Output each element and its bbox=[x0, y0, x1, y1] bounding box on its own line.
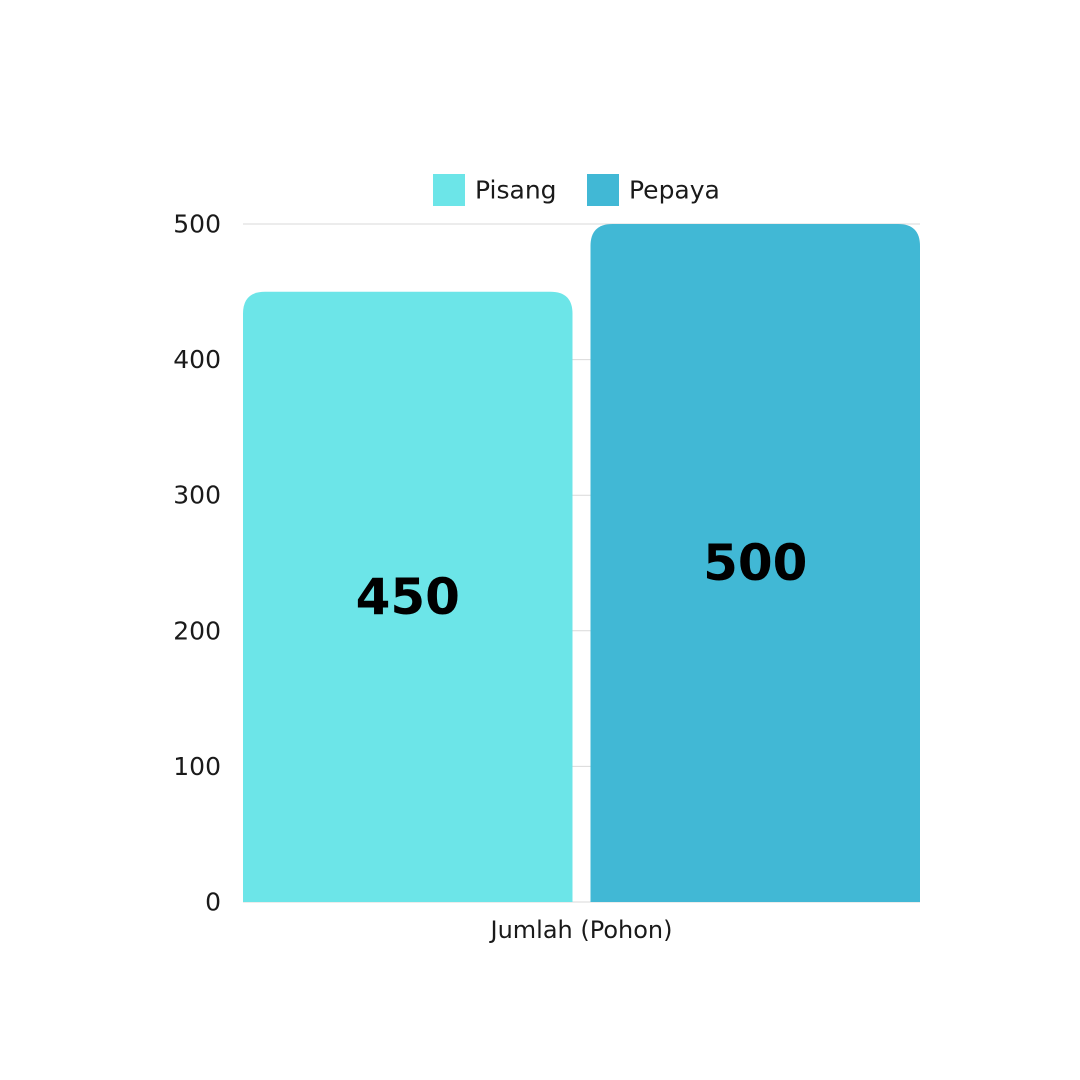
data-label-pisang: 450 bbox=[356, 568, 460, 626]
x-axis-categories: Jumlah (Pohon) bbox=[488, 916, 672, 944]
y-tick-label: 200 bbox=[173, 616, 221, 645]
bar-pisang bbox=[243, 291, 573, 902]
legend-label: Pisang bbox=[475, 176, 557, 205]
x-category-label: Jumlah (Pohon) bbox=[488, 916, 672, 944]
y-tick-label: 100 bbox=[173, 752, 221, 781]
y-tick-label: 300 bbox=[173, 481, 221, 510]
legend: Pisang Pepaya bbox=[433, 174, 720, 206]
data-label-pepaya: 500 bbox=[703, 534, 807, 592]
y-tick-label: 400 bbox=[173, 345, 221, 374]
legend-swatch bbox=[433, 174, 465, 206]
legend-item-pepaya: Pepaya bbox=[587, 174, 720, 206]
y-tick-label: 0 bbox=[205, 888, 221, 917]
bars: 450 500 bbox=[243, 224, 920, 902]
y-axis-ticks: 0 100 200 300 400 500 bbox=[173, 210, 221, 917]
legend-item-pisang: Pisang bbox=[433, 174, 557, 206]
y-tick-label: 500 bbox=[173, 210, 221, 239]
legend-swatch bbox=[587, 174, 619, 206]
legend-label: Pepaya bbox=[629, 176, 720, 205]
bar-pepaya bbox=[590, 224, 920, 902]
